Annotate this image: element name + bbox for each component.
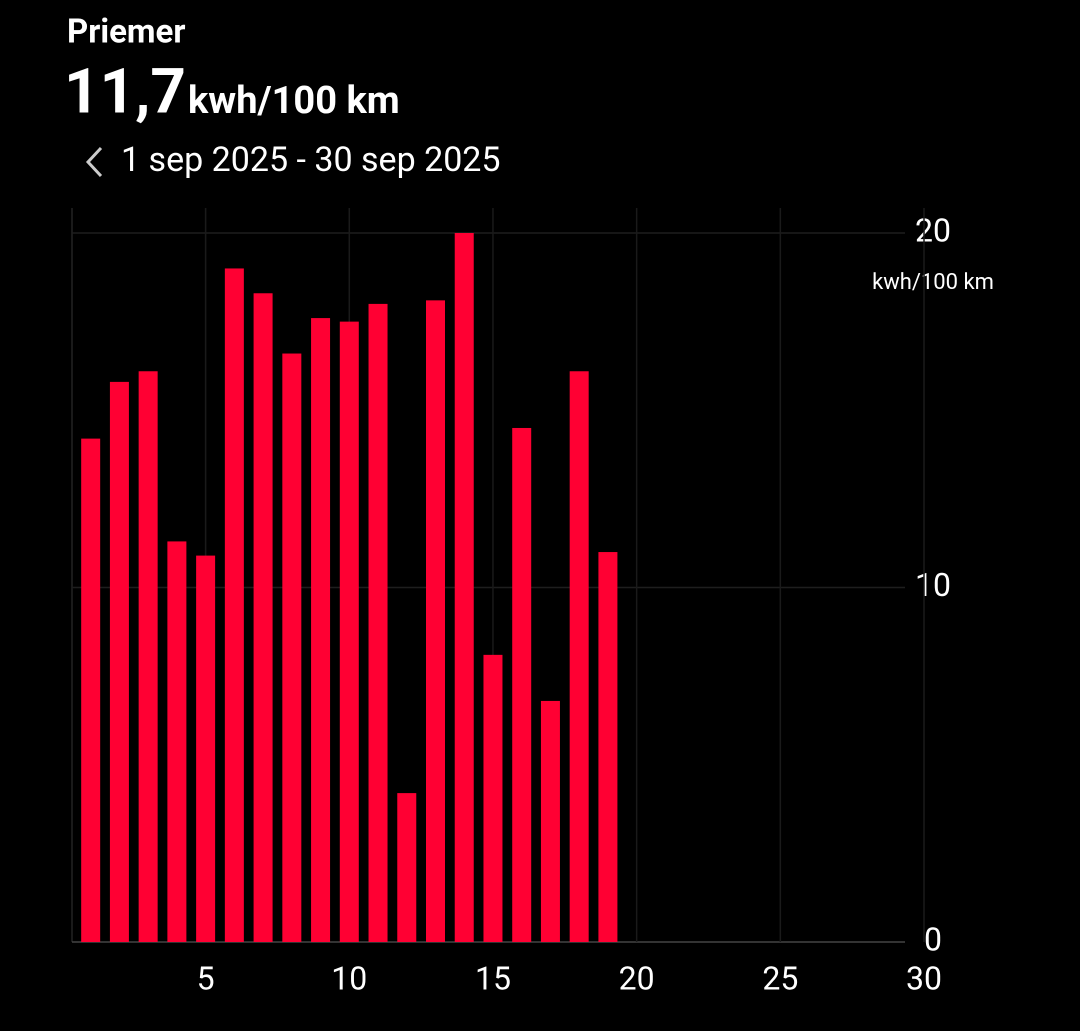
summary-value: 11,7	[64, 55, 186, 128]
bar	[454, 233, 474, 942]
bar	[167, 541, 187, 942]
bar	[81, 438, 101, 942]
bar	[311, 318, 331, 943]
y-axis-unit: kwh/100 km	[872, 270, 994, 295]
bar	[598, 552, 618, 942]
x-tick-label: 10	[331, 959, 367, 997]
bar	[196, 555, 216, 942]
x-tick-label: 20	[619, 959, 655, 997]
summary-unit: kwh/100 km	[188, 79, 400, 123]
date-range[interactable]: 1 sep 2025 - 30 sep 2025	[121, 140, 501, 180]
x-tick-label: 15	[475, 959, 511, 997]
bar	[339, 321, 359, 942]
y-tick-label: 0	[924, 920, 942, 958]
back-chevron[interactable]	[85, 146, 103, 178]
bar	[483, 654, 503, 942]
bar	[397, 793, 417, 942]
x-tick-label: 25	[762, 959, 798, 997]
summary-label: Priemer	[67, 13, 185, 52]
bar	[368, 303, 388, 942]
y-tick-label: 10	[915, 566, 951, 604]
bar	[426, 300, 446, 943]
bar	[138, 371, 158, 942]
bar	[109, 381, 129, 942]
x-tick-label: 30	[906, 959, 942, 997]
bar	[282, 353, 302, 942]
bar	[540, 700, 560, 942]
y-tick-label: 20	[915, 211, 951, 249]
bar	[253, 293, 273, 942]
bar	[569, 371, 589, 942]
x-tick-label: 5	[197, 959, 215, 997]
bar	[224, 268, 244, 942]
bar	[512, 427, 532, 943]
